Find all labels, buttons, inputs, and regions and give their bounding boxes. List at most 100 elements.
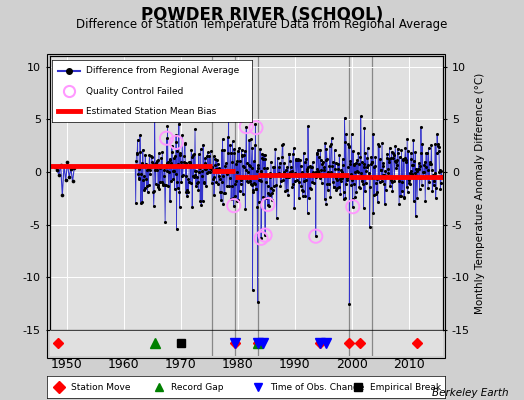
- Point: [182, 188, 190, 195]
- Point: [283, 174, 292, 180]
- Point: [404, 148, 412, 154]
- Point: [367, 159, 376, 165]
- Point: [406, 180, 414, 187]
- Point: [68, 178, 77, 185]
- Point: [345, 143, 353, 149]
- Text: Station Move: Station Move: [71, 382, 130, 392]
- Point: [148, 154, 156, 160]
- Point: [327, 141, 335, 148]
- Point: [202, 183, 210, 189]
- Point: [409, 137, 418, 143]
- Point: [396, 154, 404, 160]
- Point: [256, 145, 264, 152]
- Point: [386, 183, 394, 190]
- Point: [242, 174, 250, 181]
- Point: [198, 168, 206, 174]
- Point: [335, 184, 343, 190]
- Point: [225, 183, 233, 190]
- Point: [337, 169, 346, 175]
- Point: [191, 126, 199, 132]
- Point: [346, 171, 355, 177]
- Point: [161, 182, 170, 188]
- Point: [347, 131, 356, 137]
- Point: [163, 167, 171, 174]
- Point: [243, 178, 252, 184]
- Point: [139, 146, 147, 153]
- Point: [411, 149, 419, 156]
- Point: [400, 194, 408, 200]
- Point: [290, 205, 298, 211]
- Text: 2000: 2000: [336, 358, 368, 371]
- Point: [377, 178, 386, 184]
- Point: [70, 164, 79, 171]
- Point: [323, 181, 332, 187]
- Point: [257, 170, 265, 176]
- Point: [339, 162, 347, 168]
- Point: [332, 175, 341, 181]
- Point: [157, 162, 165, 168]
- Point: [380, 201, 389, 207]
- Point: [174, 185, 182, 192]
- Point: [67, 166, 75, 172]
- Point: [145, 152, 154, 159]
- Point: [412, 168, 421, 174]
- Point: [358, 158, 366, 165]
- Point: [171, 153, 179, 159]
- Point: [393, 156, 401, 163]
- Point: [340, 196, 348, 202]
- Point: [351, 168, 359, 175]
- Point: [261, 232, 269, 238]
- Point: [141, 160, 150, 167]
- Point: [324, 169, 333, 175]
- Point: [345, 158, 354, 164]
- Point: [344, 164, 352, 171]
- Point: [257, 178, 266, 184]
- Point: [235, 188, 244, 194]
- Point: [411, 213, 420, 219]
- Point: [63, 159, 72, 166]
- Point: [289, 181, 298, 188]
- Point: [233, 158, 241, 165]
- Point: [355, 183, 364, 190]
- Point: [366, 224, 374, 230]
- Point: [370, 192, 379, 198]
- Point: [350, 160, 358, 167]
- Point: [142, 176, 150, 183]
- Point: [406, 169, 414, 176]
- Text: 1960: 1960: [108, 358, 139, 371]
- Point: [220, 147, 228, 153]
- Point: [427, 141, 435, 148]
- Point: [176, 204, 184, 210]
- Point: [200, 178, 208, 185]
- Point: [137, 199, 145, 206]
- Point: [226, 150, 235, 156]
- Text: Record Gap: Record Gap: [171, 382, 223, 392]
- Point: [401, 144, 409, 151]
- Point: [233, 169, 242, 176]
- Point: [235, 145, 243, 152]
- Point: [221, 190, 229, 196]
- Point: [376, 166, 385, 173]
- Point: [433, 141, 442, 148]
- Point: [369, 210, 378, 216]
- Point: [268, 190, 277, 196]
- Point: [313, 166, 321, 172]
- Point: [390, 178, 399, 184]
- Point: [51, 164, 60, 170]
- Text: Difference of Station Temperature Data from Regional Average: Difference of Station Temperature Data f…: [77, 18, 447, 31]
- Point: [420, 162, 429, 168]
- Point: [263, 165, 271, 172]
- Point: [362, 168, 370, 175]
- Point: [208, 164, 216, 170]
- Point: [310, 180, 318, 186]
- Point: [217, 147, 226, 154]
- Point: [162, 135, 171, 141]
- Point: [364, 145, 372, 152]
- Point: [367, 154, 375, 160]
- Point: [418, 141, 427, 147]
- Point: [188, 204, 196, 210]
- Point: [307, 186, 315, 192]
- Point: [169, 155, 178, 162]
- Point: [368, 159, 376, 165]
- Point: [336, 178, 345, 185]
